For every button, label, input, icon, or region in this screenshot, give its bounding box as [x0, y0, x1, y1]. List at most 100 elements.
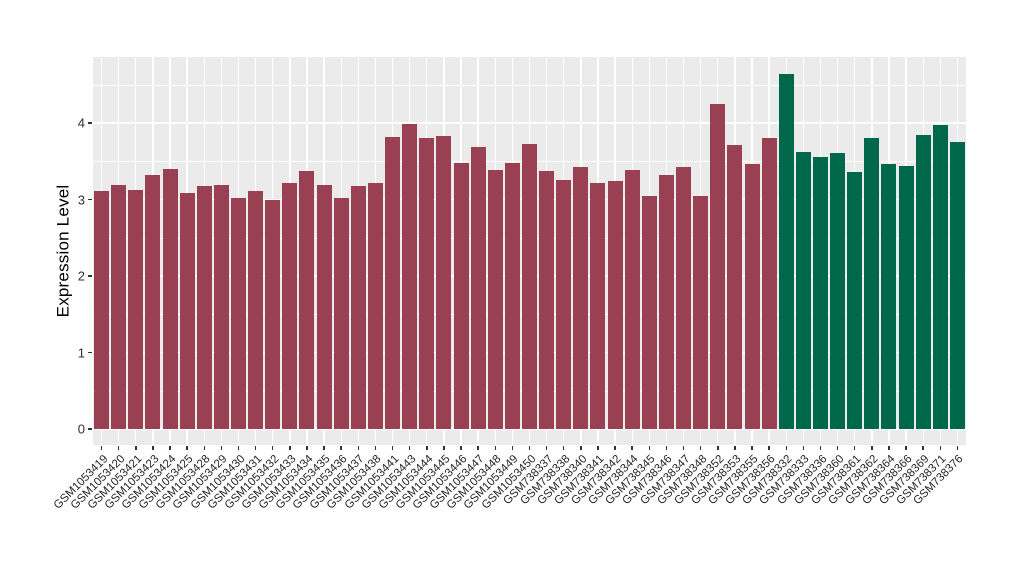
x-tick-mark: [888, 446, 890, 450]
x-tick-mark: [682, 446, 685, 450]
bar-GSM738333: [795, 152, 811, 429]
x-tick-mark: [819, 446, 822, 450]
bar-GSM738352: [710, 103, 726, 429]
bar-GSM738371: [932, 125, 948, 429]
bar-GSM1053419: [94, 191, 110, 429]
bar-GSM1053428: [196, 186, 212, 429]
x-tick-mark: [871, 446, 873, 450]
x-tick-mark: [734, 446, 736, 450]
x-tick-mark: [443, 446, 445, 450]
x-tick-mark: [100, 446, 103, 450]
x-tick-mark: [306, 446, 308, 450]
x-tick-mark: [391, 446, 394, 450]
y-tick-label: 4: [77, 115, 85, 131]
bar-GSM738345: [641, 195, 657, 429]
x-tick-mark: [357, 446, 360, 450]
x-tick-mark: [152, 446, 154, 450]
bar-GSM738348: [693, 195, 709, 429]
bar-GSM1053435: [316, 184, 332, 429]
x-tick-mark: [802, 446, 805, 450]
bar-GSM1053446: [453, 162, 469, 429]
bar-GSM1053438: [367, 182, 383, 429]
plot-panel: [93, 57, 966, 445]
bar-GSM738376: [949, 142, 965, 429]
x-tick-mark: [323, 446, 325, 450]
bar-GSM738332: [778, 74, 794, 429]
x-tick-mark: [751, 446, 753, 450]
x-tick-mark: [939, 446, 942, 450]
x-tick-mark: [426, 446, 428, 450]
bar-GSM738347: [676, 167, 692, 429]
bar-GSM1053445: [436, 136, 452, 429]
bar-GSM1053421: [128, 189, 144, 429]
x-tick-mark: [289, 446, 291, 450]
bar-GSM1053450: [522, 143, 537, 429]
x-tick-mark: [614, 446, 616, 450]
bar-GSM738346: [658, 175, 674, 429]
bar-GSM1053429: [213, 184, 229, 429]
y-tick-label: 3: [77, 192, 85, 207]
y-tick-label: 1: [77, 345, 85, 360]
bar-GSM738338: [556, 179, 572, 429]
bar-GSM1053424: [162, 168, 178, 429]
bar-GSM738336: [813, 157, 828, 429]
x-tick-mark: [220, 446, 223, 450]
bar-GSM1053430: [231, 197, 246, 429]
x-tick-mark: [511, 446, 514, 450]
bar-GSM738356: [761, 137, 777, 429]
x-tick-mark: [922, 446, 924, 450]
y-tick-mark: [88, 428, 92, 430]
bar-GSM738366: [898, 165, 914, 429]
x-tick-mark: [254, 446, 257, 450]
bar-GSM1053443: [402, 123, 418, 429]
x-tick-mark: [785, 446, 787, 450]
x-tick-mark: [562, 446, 565, 450]
y-tick-mark: [88, 122, 92, 124]
x-tick-mark: [956, 446, 959, 450]
y-tick-label: 0: [77, 421, 85, 437]
bar-GSM738361: [847, 171, 863, 429]
x-tick-mark: [545, 446, 548, 450]
bar-GSM1053448: [487, 169, 503, 429]
bar-GSM738341: [590, 182, 606, 429]
bar-GSM1053436: [333, 197, 349, 429]
x-tick-mark: [374, 446, 377, 450]
bar-GSM738369: [915, 135, 931, 429]
x-tick-mark: [768, 446, 770, 450]
x-tick-mark: [117, 446, 120, 450]
x-tick-mark: [135, 446, 137, 450]
x-tick-mark: [340, 446, 342, 450]
bar-GSM1053431: [248, 191, 264, 429]
bar-GSM738337: [539, 171, 555, 429]
x-tick-mark: [408, 446, 411, 450]
x-tick-mark: [631, 446, 633, 450]
bar-GSM738342: [607, 181, 623, 429]
bar-GSM1053434: [299, 171, 315, 429]
x-tick-mark: [477, 446, 479, 450]
y-tick-mark: [88, 198, 92, 201]
y-tick-mark: [88, 275, 92, 277]
bar-GSM1053447: [470, 147, 486, 429]
bar-GSM1053444: [419, 138, 435, 429]
x-tick-mark: [203, 446, 205, 450]
y-tick-mark: [88, 351, 92, 354]
x-tick-mark: [717, 446, 719, 450]
x-tick-mark: [836, 446, 839, 450]
bar-GSM1053437: [350, 186, 366, 429]
x-tick-mark: [580, 446, 582, 450]
x-tick-mark: [648, 446, 651, 450]
bar-GSM738353: [727, 145, 743, 429]
x-tick-mark: [597, 446, 599, 450]
bar-GSM738362: [864, 137, 880, 429]
bar-GSM738344: [624, 170, 640, 429]
bar-GSM1053449: [504, 162, 520, 429]
bar-GSM1053432: [265, 200, 281, 429]
y-tick-label: 2: [77, 268, 85, 284]
x-tick-mark: [460, 446, 462, 450]
bar-GSM1053433: [282, 182, 298, 429]
bar-GSM738355: [744, 163, 760, 429]
bar-GSM1053423: [145, 175, 161, 429]
x-tick-mark: [853, 446, 856, 450]
x-tick-mark: [237, 446, 240, 450]
